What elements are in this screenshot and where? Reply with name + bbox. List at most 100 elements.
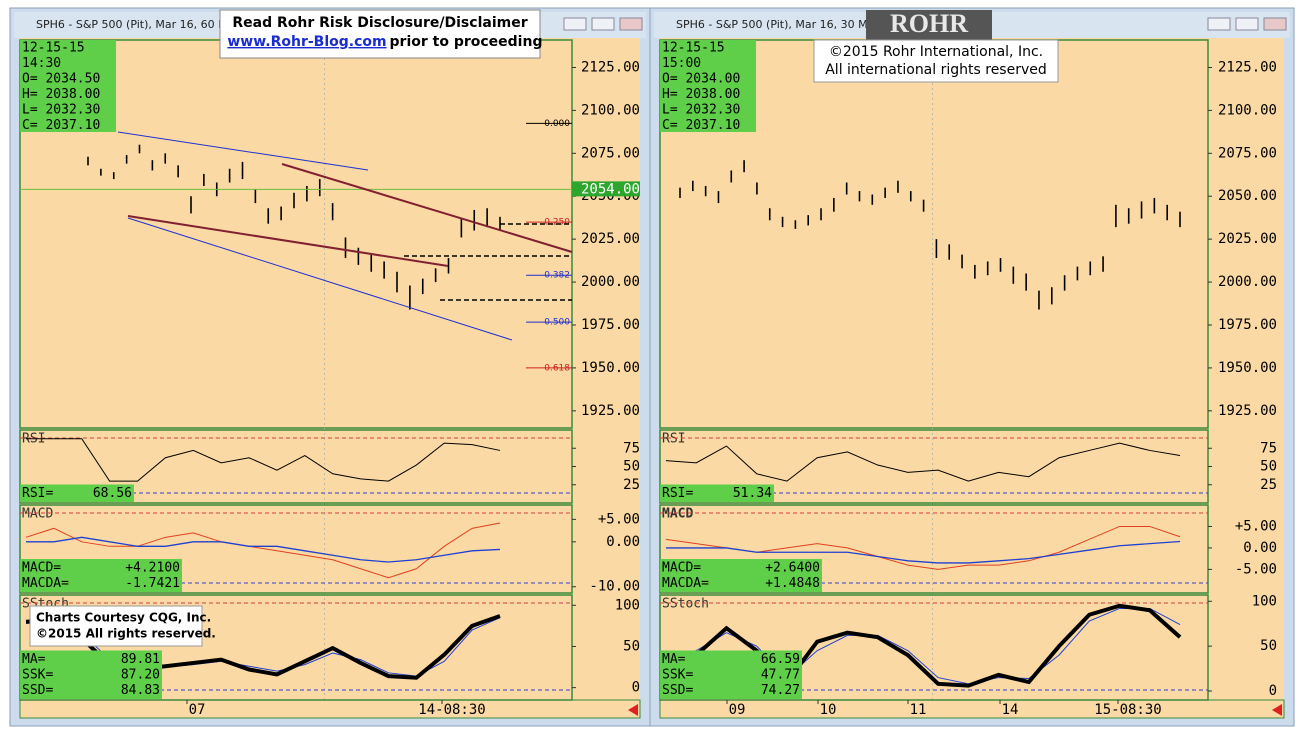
- info-label: MACDA=: [22, 576, 69, 591]
- time-label: 15-08:30: [1094, 702, 1161, 718]
- window-title: SPH6 - S&P 500 (Pit), Mar 16, 60 Min: [36, 18, 238, 31]
- info-value: 87.20: [121, 668, 160, 683]
- time-label: 14: [1002, 702, 1019, 718]
- window-button[interactable]: [563, 17, 587, 31]
- y-tick-label: 2025.00: [581, 231, 640, 247]
- info-box: [660, 559, 822, 592]
- banner-box: [219, 9, 541, 59]
- time-label: 10: [820, 702, 837, 718]
- y-tick-label: 25: [1260, 477, 1277, 493]
- info-label: RSI=: [22, 486, 53, 501]
- panel-name: RSI: [662, 432, 685, 447]
- logo-box: [866, 10, 992, 40]
- window-button[interactable]: [1207, 17, 1231, 31]
- courtesy-line: Charts Courtesy CQG, Inc.: [36, 611, 211, 625]
- info-value: 66.59: [761, 652, 800, 667]
- panel-border: [659, 594, 1209, 701]
- y-tick-label: 2075.00: [1218, 145, 1277, 161]
- info-label: MACDA=: [662, 576, 709, 591]
- y-tick-label: 0.00: [606, 534, 640, 550]
- info-label: SSK=: [662, 668, 693, 683]
- info-line: 12-15-15: [662, 41, 725, 56]
- y-tick-label: 100: [615, 597, 640, 613]
- panel-border: [659, 504, 1209, 594]
- macda-line: [666, 540, 1181, 564]
- panel-name: MACD: [22, 507, 53, 522]
- fib-label: 0.500: [544, 318, 570, 328]
- scroll-arrow[interactable]: [628, 704, 638, 716]
- y-tick-label: 25: [623, 477, 640, 493]
- y-tick-label: 0.00: [1243, 540, 1277, 556]
- y-tick-label: 50: [1260, 459, 1277, 475]
- info-line: O= 2034.00: [662, 72, 740, 87]
- rsi-line: [665, 442, 1181, 482]
- info-value: -1.7421: [125, 576, 180, 591]
- info-box: [660, 650, 802, 699]
- info-line: O= 2034.50: [22, 72, 100, 87]
- y-tick-label: 2000.00: [581, 274, 640, 290]
- info-box: [20, 650, 162, 699]
- info-line: L= 2032.30: [22, 103, 100, 118]
- fib-label: 0.250: [544, 218, 570, 228]
- banner-link[interactable]: www.Rohr-Blog.com: [227, 34, 386, 50]
- info-value: 68.56: [93, 486, 132, 501]
- y-tick-label: 2125.00: [581, 59, 640, 75]
- info-value: 51.34: [733, 486, 772, 501]
- y-tick-label: 2075.00: [581, 145, 640, 161]
- y-tick-label: 75: [1260, 440, 1277, 456]
- info-box: [20, 559, 182, 592]
- fib-label: 0.618: [544, 363, 570, 373]
- y-tick-label: 1950.00: [581, 360, 640, 376]
- time-label: 09: [729, 702, 746, 718]
- copyright-line: ©2015 Rohr International, Inc.: [829, 44, 1043, 60]
- info-line: L= 2032.30: [662, 103, 740, 118]
- window-button[interactable]: [591, 17, 615, 31]
- panel-border: [19, 594, 573, 701]
- y-tick-label: 1925.00: [581, 403, 640, 419]
- fib-label: 0.000: [544, 119, 570, 129]
- info-line: C= 2037.10: [662, 118, 740, 133]
- info-value: +1.4848: [765, 576, 820, 591]
- y-tick-label: 50: [623, 459, 640, 475]
- info-label: MA=: [662, 652, 686, 667]
- time-label: 14-08:30: [418, 702, 485, 718]
- copyright-box: [813, 39, 1059, 83]
- window-button[interactable]: [619, 17, 643, 31]
- ssd-line: [665, 607, 1181, 685]
- info-label: MACD=: [662, 561, 701, 576]
- last-price-label: 2054.00: [581, 181, 640, 197]
- y-tick-label: +5.00: [1235, 518, 1277, 534]
- last-price-box: [572, 181, 640, 197]
- window-button[interactable]: [1235, 17, 1259, 31]
- y-tick-label: 50: [1260, 638, 1277, 654]
- info-value: +4.2100: [125, 561, 180, 576]
- y-tick-label: 2050.00: [1218, 188, 1277, 204]
- info-box: [20, 484, 134, 502]
- y-tick-label: 1950.00: [1218, 360, 1277, 376]
- courtesy-line: ©2015 All rights reserved.: [36, 627, 216, 641]
- y-tick-label: -5.00: [1235, 561, 1277, 577]
- panel-name: MACD: [662, 507, 693, 522]
- window-button[interactable]: [1263, 17, 1287, 31]
- macd-line: [25, 522, 501, 579]
- info-box: [20, 40, 116, 132]
- scroll-arrow[interactable]: [1272, 704, 1282, 716]
- info-value: 47.77: [761, 668, 800, 683]
- time-label: 11: [910, 702, 927, 718]
- y-tick-label: 2125.00: [1218, 59, 1277, 75]
- info-value: 84.83: [121, 683, 160, 698]
- info-line: C= 2037.10: [22, 118, 100, 133]
- y-tick-label: 2100.00: [581, 102, 640, 118]
- info-label: SSD=: [22, 683, 53, 698]
- time-label: 07: [189, 702, 206, 718]
- y-tick-label: 1975.00: [1218, 317, 1277, 333]
- info-label: RSI=: [662, 486, 693, 501]
- info-value: 74.27: [761, 683, 800, 698]
- info-line: 14:30: [22, 56, 61, 71]
- courtesy-box: [29, 605, 203, 647]
- info-label: MACD=: [22, 561, 61, 576]
- info-line: 15:00: [662, 56, 701, 71]
- copyright-line: All international rights reserved: [825, 62, 1047, 78]
